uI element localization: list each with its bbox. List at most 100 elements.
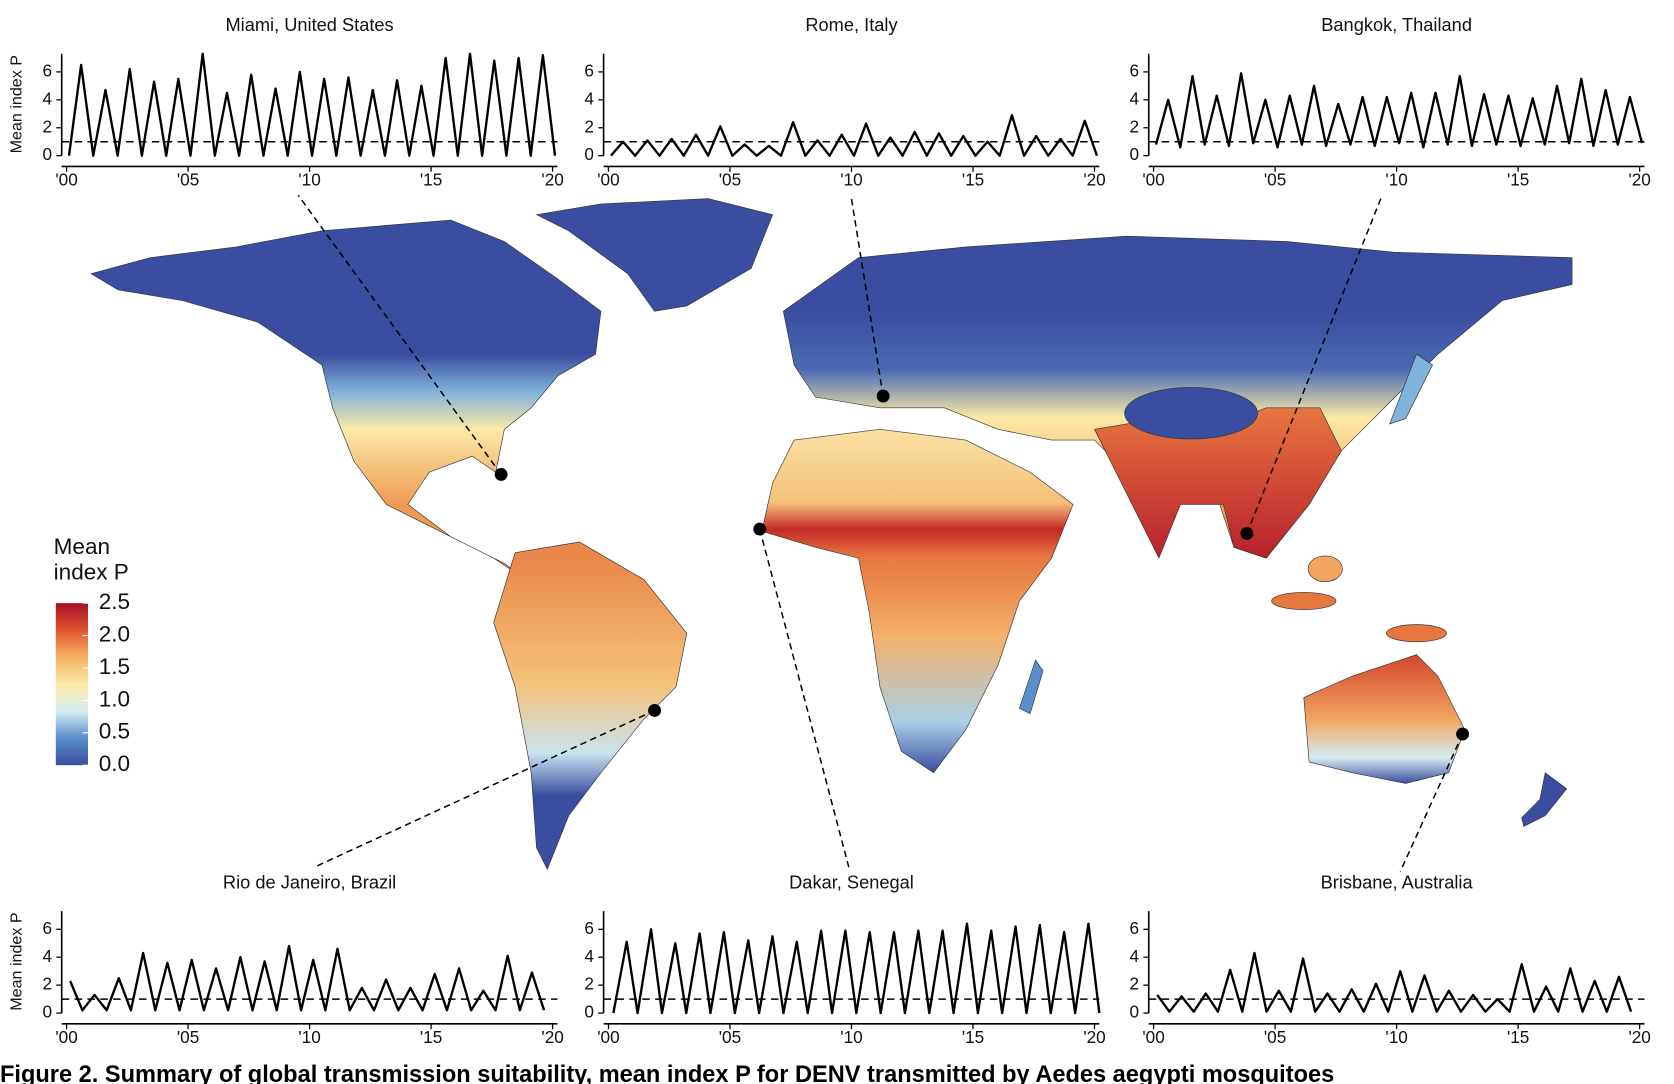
colorbar-tick-label: 1.5 xyxy=(99,654,130,679)
x-tick-label: '10 xyxy=(298,170,320,190)
x-tick-label: '05 xyxy=(177,1027,199,1047)
colorbar-title-box: Mean index P xyxy=(53,534,129,585)
x-tick-label: '05 xyxy=(719,170,741,190)
y-tick-label: 6 xyxy=(42,918,52,938)
x-tick-label: '20 xyxy=(541,1027,563,1047)
y-tick-label: 4 xyxy=(42,946,52,966)
south-america xyxy=(493,541,688,871)
tibet xyxy=(1124,387,1258,440)
x-tick-label: '20 xyxy=(1628,1027,1650,1047)
x-tick-label: '00 xyxy=(597,1027,619,1047)
colorbar-title: Mean index P xyxy=(53,534,129,585)
series-line xyxy=(1154,72,1644,149)
madagascar xyxy=(1019,659,1044,715)
y-tick-label: 0 xyxy=(584,1002,594,1022)
panel: Bangkok, Thailand 0 2 4 6 '00 '05 '10 '15 '20 xyxy=(1130,14,1651,190)
colorbar-tick-label: 1.0 xyxy=(99,686,130,711)
x-tick-label: '10 xyxy=(1385,170,1407,190)
panel: Dakar, Senegal 0 2 4 6 '00 '05 '10 '15 '20 xyxy=(584,872,1105,1048)
world-map xyxy=(90,198,1573,871)
y-tick-label: 0 xyxy=(584,144,594,164)
x-tick-label: '20 xyxy=(1083,170,1105,190)
x-tick-label: '20 xyxy=(541,170,563,190)
y-tick-label: 4 xyxy=(42,88,52,108)
y-axis-label: Mean index P xyxy=(7,55,25,153)
series-line xyxy=(1156,951,1633,1013)
y-tick-label: 2 xyxy=(584,116,594,136)
x-tick-label: '15 xyxy=(420,1027,442,1047)
y-axis-label: Mean index P xyxy=(7,912,25,1010)
africa xyxy=(761,429,1074,774)
x-tick-label: '10 xyxy=(1385,1027,1407,1047)
caption: Figure 2. Summary of global transmission… xyxy=(0,1062,1334,1084)
y-tick-label: 0 xyxy=(1130,1002,1140,1022)
connector xyxy=(850,195,884,397)
series-line xyxy=(610,114,1099,157)
city-dot xyxy=(1240,526,1254,540)
y-tick-label: 4 xyxy=(584,946,594,966)
x-tick-label: '10 xyxy=(298,1027,320,1047)
x-tick-label: '15 xyxy=(962,170,984,190)
panel: Rio de Janeiro, Brazil Mean index P 0 2 4 6 '0… xyxy=(7,872,563,1048)
y-tick-label: 0 xyxy=(1130,144,1140,164)
panel-title: Miami, United States xyxy=(225,14,393,35)
city-markers xyxy=(494,389,1470,741)
new-guinea xyxy=(1386,624,1447,643)
y-tick-label: 6 xyxy=(1130,60,1140,80)
x-tick-label: '20 xyxy=(1083,1027,1105,1047)
connector xyxy=(314,709,655,868)
x-tick-label: '15 xyxy=(1507,170,1529,190)
x-tick-label: '10 xyxy=(840,170,862,190)
y-tick-label: 2 xyxy=(42,116,52,136)
indonesia xyxy=(1271,592,1337,610)
colorbar-tick-label: 2.0 xyxy=(99,622,130,647)
north-america xyxy=(90,219,602,580)
y-tick-label: 2 xyxy=(1130,116,1140,136)
x-tick-label: '00 xyxy=(55,170,77,190)
panel-title: Rome, Italy xyxy=(805,14,898,35)
city-dot xyxy=(494,467,508,481)
city-dot xyxy=(753,522,767,536)
y-tick-label: 0 xyxy=(42,144,52,164)
colorbar xyxy=(55,603,88,766)
new-zealand xyxy=(1521,772,1568,827)
connector xyxy=(1246,195,1383,534)
x-tick-label: '15 xyxy=(1507,1027,1529,1047)
panel-title: Rio de Janeiro, Brazil xyxy=(223,872,396,893)
colorbar-tick-label: 2.5 xyxy=(99,589,130,614)
series-line xyxy=(612,922,1101,1015)
x-tick-label: '00 xyxy=(55,1027,77,1047)
panel-title: Brisbane, Australia xyxy=(1321,872,1474,893)
panel-title: Dakar, Senegal xyxy=(789,872,914,893)
connector xyxy=(297,194,502,475)
x-tick-label: '10 xyxy=(840,1027,862,1047)
city-dot xyxy=(648,704,662,717)
colorbar-tick-label: 0.0 xyxy=(99,751,130,776)
borneo xyxy=(1307,555,1343,583)
panel-title: Bangkok, Thailand xyxy=(1321,14,1472,35)
y-tick-label: 6 xyxy=(584,60,594,80)
series-line xyxy=(69,944,546,1012)
city-dot xyxy=(1456,727,1470,741)
y-tick-label: 4 xyxy=(584,88,594,108)
y-tick-label: 2 xyxy=(1130,974,1140,994)
colorbar-tick-label: 0.5 xyxy=(99,719,130,744)
x-tick-label: '15 xyxy=(962,1027,984,1047)
australia xyxy=(1303,654,1466,784)
x-tick-label: '00 xyxy=(1142,170,1164,190)
y-tick-label: 6 xyxy=(1130,918,1140,938)
connector xyxy=(759,528,850,868)
y-tick-label: 6 xyxy=(584,918,594,938)
x-tick-label: '05 xyxy=(177,170,199,190)
x-tick-label: '05 xyxy=(1264,170,1286,190)
japan xyxy=(1389,353,1433,425)
greenland xyxy=(535,198,774,312)
panel: Brisbane, Australia 0 2 4 6 '00 '05 '10 '15 '20 xyxy=(1130,872,1651,1048)
x-tick-label: '15 xyxy=(420,170,442,190)
y-tick-label: 6 xyxy=(42,60,52,80)
series-line xyxy=(67,52,557,157)
x-tick-label: '05 xyxy=(719,1027,741,1047)
connector xyxy=(1399,733,1464,872)
